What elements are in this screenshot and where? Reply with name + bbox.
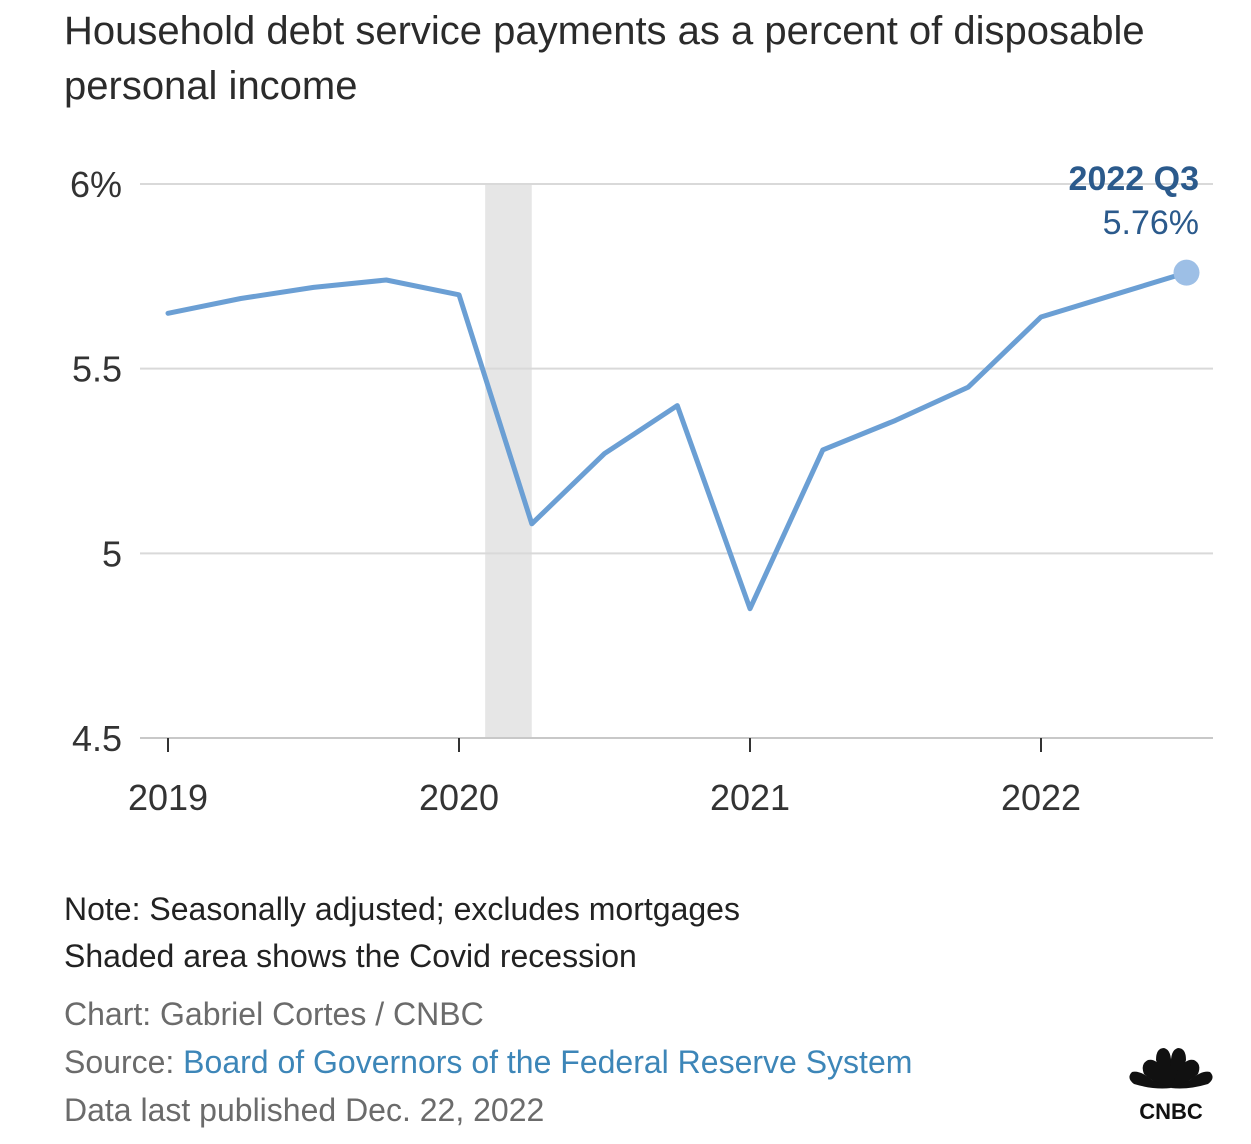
x-tick-label: 2022	[1001, 777, 1081, 818]
y-axis-labels: 6% 5.5 5 4.5	[70, 164, 122, 759]
note-seasonal: Note: Seasonally adjusted; excludes mort…	[64, 891, 740, 927]
series-line-layer	[165, 259, 1200, 612]
recession-shade-layer	[485, 184, 532, 738]
annotation-layer: 2022 Q3 5.76%	[1069, 160, 1199, 242]
chart-meta: Chart: Gabriel Cortes / CNBC Source: Boa…	[64, 990, 912, 1134]
y-tick-label: 5	[102, 533, 122, 574]
x-tick-label: 2021	[710, 777, 790, 818]
peacock-icon	[1129, 1048, 1213, 1089]
source-link[interactable]: Board of Governors of the Federal Reserv…	[183, 1044, 913, 1080]
y-tick-label: 5.5	[72, 349, 122, 390]
latest-value-marker	[1173, 259, 1200, 286]
source-line: Source: Board of Governors of the Federa…	[64, 1038, 912, 1086]
series-line	[165, 270, 1189, 612]
chart-notes: Note: Seasonally adjusted; excludes mort…	[64, 886, 740, 980]
line-chart: 6% 5.5 5 4.5 2019 2020 2021 2022 2022 Q3 5.76%	[70, 160, 1213, 818]
cnbc-logo: CNBC	[1129, 1048, 1213, 1122]
y-tick-label: 6%	[70, 164, 122, 205]
logo-wordmark: CNBC	[1139, 1099, 1203, 1122]
x-tick-label: 2019	[128, 777, 208, 818]
recession-shade	[485, 184, 532, 738]
y-tick-label: 4.5	[72, 718, 122, 759]
x-axis: 2019 2020 2021 2022	[128, 738, 1081, 818]
annotation-label: 2022 Q3	[1069, 160, 1199, 198]
gridlines	[140, 183, 1213, 739]
source-prefix: Source:	[64, 1044, 184, 1080]
x-tick-label: 2020	[419, 777, 499, 818]
chart-title: Household debt service payments as a per…	[64, 9, 1145, 108]
annotation-value: 5.76%	[1103, 204, 1199, 242]
published-date: Data last published Dec. 22, 2022	[64, 1092, 545, 1128]
chart-credit: Chart: Gabriel Cortes / CNBC	[64, 996, 484, 1032]
note-shaded-area: Shaded area shows the Covid recession	[64, 938, 637, 974]
